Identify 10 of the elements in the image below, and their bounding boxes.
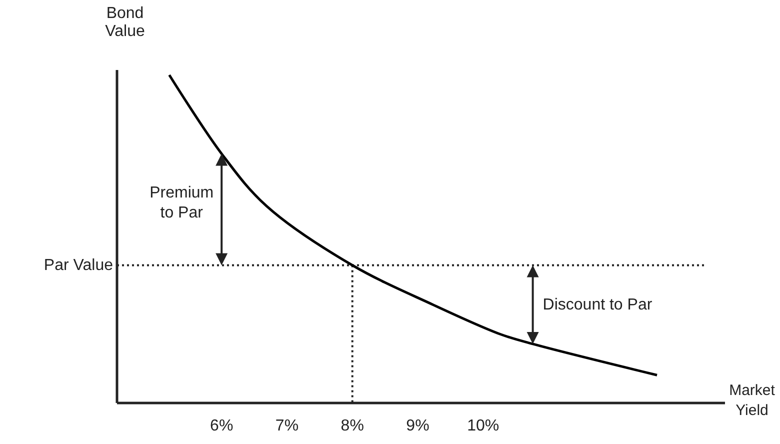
ref-line-label: Par Value bbox=[44, 257, 114, 274]
x-tick-label: 8% bbox=[340, 417, 364, 434]
annotation: Discount to Par bbox=[542, 296, 653, 314]
x-axis-title: Market Yield bbox=[729, 382, 776, 419]
annotation: Premium to Par bbox=[150, 184, 214, 222]
x-tick-label: 10% bbox=[467, 417, 500, 434]
x-tick-label: 7% bbox=[275, 417, 299, 434]
x-tick-label: 6% bbox=[210, 417, 234, 434]
x-tick-label: 9% bbox=[406, 417, 430, 434]
y-axis-title: Bond Value bbox=[105, 5, 145, 40]
